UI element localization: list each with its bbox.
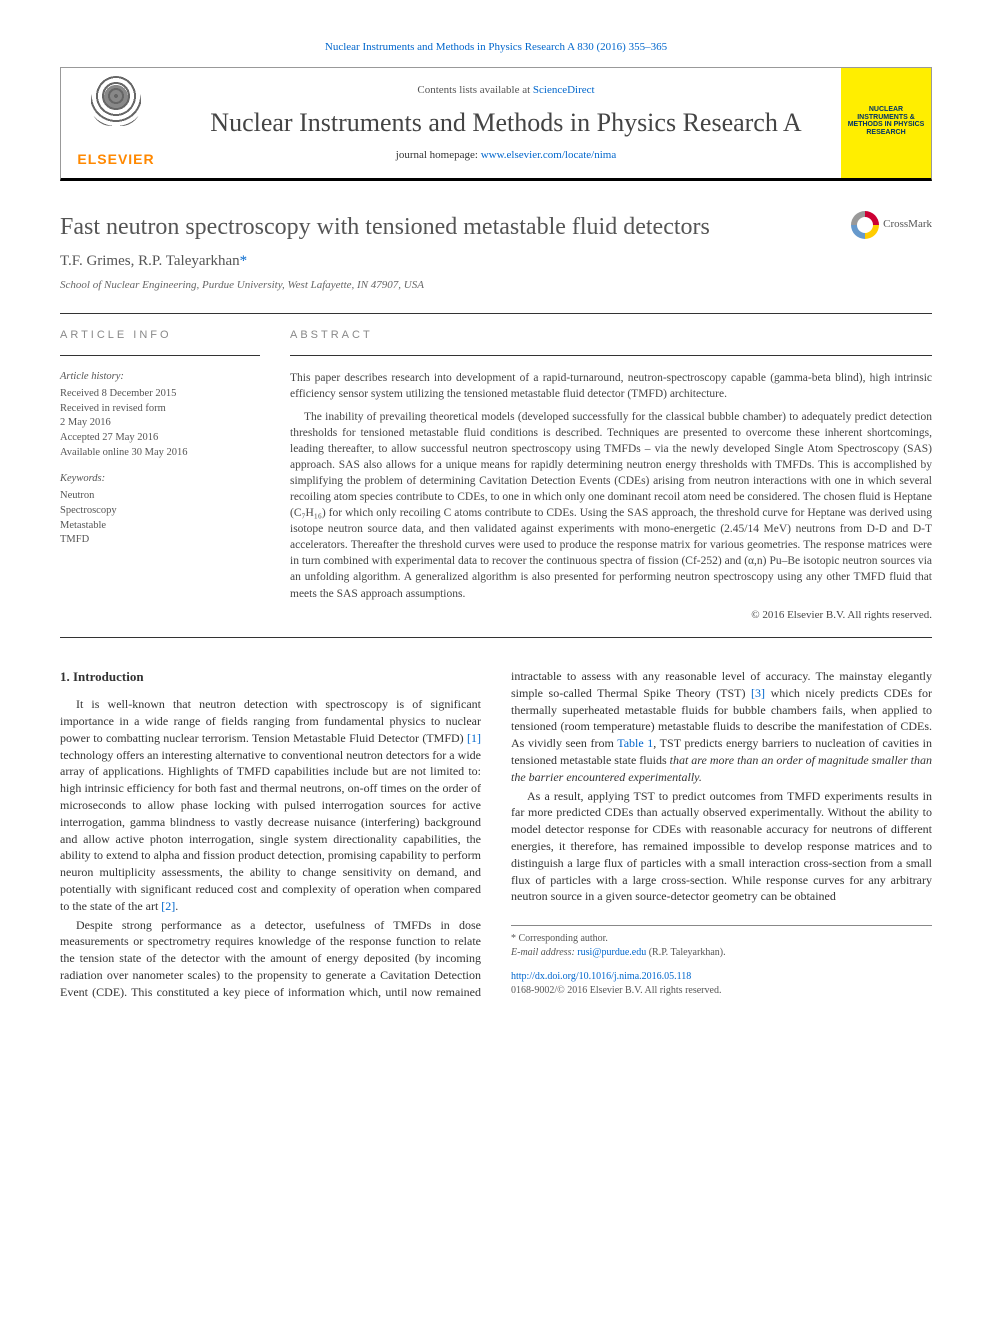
- history-line: Accepted 27 May 2016: [60, 431, 260, 446]
- crossmark-icon: [851, 211, 879, 239]
- journal-header-box: ELSEVIER Contents lists available at Sci…: [60, 67, 932, 181]
- journal-cover-thumbnail[interactable]: NUCLEAR INSTRUMENTS & METHODS IN PHYSICS…: [841, 68, 931, 178]
- divider-top: [60, 313, 932, 314]
- info-divider: [60, 355, 260, 356]
- info-abstract-row: ARTICLE INFO Article history: Received 8…: [60, 328, 932, 623]
- contents-lists-line: Contents lists available at ScienceDirec…: [191, 83, 821, 98]
- authors-line: T.F. Grimes, R.P. Taleyarkhan*: [60, 251, 932, 272]
- corresponding-marker[interactable]: *: [240, 253, 248, 269]
- keyword: TMFD: [60, 533, 260, 548]
- journal-title: Nuclear Instruments and Methods in Physi…: [191, 107, 821, 138]
- issn-copyright-line: 0168-9002/© 2016 Elsevier B.V. All right…: [511, 984, 932, 998]
- contents-prefix: Contents lists available at: [417, 84, 532, 96]
- body-text: .: [175, 899, 178, 913]
- keyword: Spectroscopy: [60, 504, 260, 519]
- author-email-link[interactable]: rusi@purdue.edu: [577, 947, 646, 958]
- footnote-block: * Corresponding author. E-mail address: …: [511, 925, 932, 998]
- abstract-divider: [290, 355, 932, 356]
- divider-bottom: [60, 637, 932, 638]
- elsevier-wordmark: ELSEVIER: [77, 150, 154, 170]
- email-name: (R.P. Taleyarkhan).: [646, 947, 725, 958]
- cover-thumb-title: NUCLEAR INSTRUMENTS & METHODS IN PHYSICS…: [847, 106, 925, 137]
- body-text-columns: 1. Introduction It is well-known that ne…: [60, 668, 932, 1001]
- history-line: Received 8 December 2015: [60, 387, 260, 402]
- history-line: 2 May 2016: [60, 416, 260, 431]
- title-row: Fast neutron spectroscopy with tensioned…: [60, 211, 932, 245]
- author-names: T.F. Grimes, R.P. Taleyarkhan: [60, 253, 240, 269]
- homepage-prefix: journal homepage:: [396, 149, 481, 161]
- affiliation: School of Nuclear Engineering, Purdue Un…: [60, 278, 932, 293]
- article-title: Fast neutron spectroscopy with tensioned…: [60, 211, 851, 245]
- section-1-heading: 1. Introduction: [60, 668, 481, 686]
- journal-reference-line: Nuclear Instruments and Methods in Physi…: [60, 40, 932, 55]
- body-paragraph: As a result, applying TST to predict out…: [511, 788, 932, 906]
- doi-link[interactable]: http://dx.doi.org/10.1016/j.nima.2016.05…: [511, 971, 691, 982]
- history-line: Received in revised form: [60, 402, 260, 417]
- keyword: Neutron: [60, 489, 260, 504]
- email-line: E-mail address: rusi@purdue.edu (R.P. Ta…: [511, 946, 932, 960]
- header-center: Contents lists available at ScienceDirec…: [171, 68, 841, 178]
- ref-link-1[interactable]: [1]: [467, 731, 481, 745]
- body-paragraph: It is well-known that neutron detection …: [60, 696, 481, 914]
- keywords-block: Keywords: Neutron Spectroscopy Metastabl…: [60, 472, 260, 547]
- journal-homepage-line: journal homepage: www.elsevier.com/locat…: [191, 148, 821, 163]
- abstract-block: ABSTRACT This paper describes research i…: [290, 328, 932, 623]
- ref-link-2[interactable]: [2]: [161, 899, 175, 913]
- keywords-label: Keywords:: [60, 472, 260, 487]
- abstract-paragraph: The inability of prevailing theoretical …: [290, 409, 932, 602]
- journal-ref-link[interactable]: Nuclear Instruments and Methods in Physi…: [325, 41, 667, 53]
- journal-homepage-link[interactable]: www.elsevier.com/locate/nima: [481, 149, 617, 161]
- abstract-paragraph: This paper describes research into devel…: [290, 370, 932, 402]
- history-block: Article history: Received 8 December 201…: [60, 370, 260, 460]
- table-1-link[interactable]: Table 1: [617, 736, 653, 750]
- article-info-heading: ARTICLE INFO: [60, 328, 260, 343]
- history-label: Article history:: [60, 370, 260, 385]
- body-text: It is well-known that neutron detection …: [60, 697, 481, 745]
- abstract-copyright: © 2016 Elsevier B.V. All rights reserved…: [290, 608, 932, 623]
- crossmark-label: CrossMark: [883, 217, 932, 232]
- abstract-heading: ABSTRACT: [290, 328, 932, 343]
- keyword: Metastable: [60, 519, 260, 534]
- body-text: technology offers an interesting alterna…: [60, 748, 481, 913]
- email-label: E-mail address:: [511, 947, 577, 958]
- corresponding-author-note: * Corresponding author.: [511, 932, 932, 946]
- ref-link-3[interactable]: [3]: [751, 686, 765, 700]
- history-line: Available online 30 May 2016: [60, 446, 260, 461]
- article-info-block: ARTICLE INFO Article history: Received 8…: [60, 328, 260, 623]
- elsevier-tree-icon: [81, 76, 151, 146]
- crossmark-badge[interactable]: CrossMark: [851, 211, 932, 239]
- elsevier-logo[interactable]: ELSEVIER: [61, 68, 171, 178]
- sciencedirect-link[interactable]: ScienceDirect: [533, 84, 595, 96]
